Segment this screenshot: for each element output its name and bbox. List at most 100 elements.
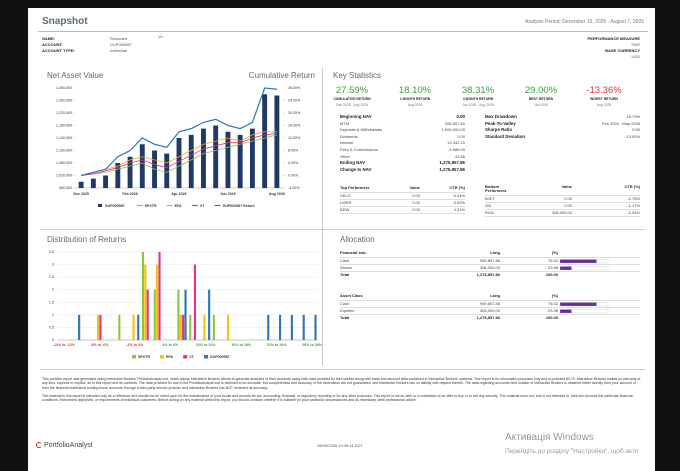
watermark-title: Активація Windows xyxy=(505,432,594,443)
analysis-period: Analysis Period: December 15, 2025 - Aug… xyxy=(525,19,644,25)
row-rule xyxy=(340,271,640,273)
y2-tick-label: 24.00% xyxy=(288,98,301,102)
footer-timestamp: 08/09/2026 14:39:41 EDT xyxy=(317,443,363,448)
dist-bar xyxy=(290,314,293,340)
perf-cell: -1.17% xyxy=(627,203,640,208)
stat-label: 3 MONTH RETURN xyxy=(462,97,494,101)
disclaimer: This portfolio report was generated usin… xyxy=(42,377,641,390)
legend-label: DUP000587 xyxy=(105,204,125,208)
perf-cell: 4.31% xyxy=(453,207,465,212)
alloc-bar xyxy=(560,302,597,306)
dist-bar xyxy=(146,289,149,340)
dist-bar xyxy=(141,252,145,340)
stat-period: Jun 2026 xyxy=(534,103,548,107)
nav-bar xyxy=(201,128,206,188)
stat-label: BEST RETURN xyxy=(528,97,554,101)
dist-bar xyxy=(118,314,121,340)
stat-label: CUMULATIVE RETURN xyxy=(333,97,371,101)
nav-row-label: MTM xyxy=(340,120,350,126)
disclaimer: The material in this report is intended … xyxy=(42,394,633,403)
dist-bar xyxy=(182,314,185,340)
alloc-header: Financial Inst. xyxy=(340,250,367,255)
legend-label: DUP000587 Return xyxy=(223,204,255,208)
y-tick-label: 1,100,000 xyxy=(56,148,72,152)
alloc-cell: 23.98 xyxy=(547,308,558,313)
dist-bar xyxy=(267,314,270,340)
perf-cell: BDW xyxy=(340,207,350,212)
alloc-total: Total xyxy=(340,315,350,320)
dist-bar xyxy=(132,314,135,340)
stat-value: 18.10% xyxy=(398,85,432,96)
legend-label: EFA xyxy=(175,204,182,208)
account-value: Individual xyxy=(110,48,127,53)
dist-bar xyxy=(153,289,156,340)
y2-tick-label: 16.00% xyxy=(288,123,301,127)
nav-row-value: -4,988.09 xyxy=(448,147,465,152)
legend-label: SPXTR xyxy=(138,355,150,359)
section-title: Key Statistics xyxy=(333,71,382,80)
nav-row-value: 0.00 xyxy=(457,133,465,139)
nav-row-label: Interest xyxy=(340,140,354,146)
alloc-cell: Cash xyxy=(340,258,350,263)
measure-value: USD xyxy=(631,54,640,59)
stat-label: 1 MONTH RETURN xyxy=(399,97,431,101)
row-rule xyxy=(340,264,640,266)
stat-period: Aug 2026 xyxy=(407,103,423,107)
alloc-total: 1,275,857.86 xyxy=(476,315,500,320)
row-rule xyxy=(340,206,465,207)
legend-label: DUP000587 xyxy=(210,355,230,359)
x-tick-label: Feb 2026 xyxy=(122,192,137,196)
legend-swatch xyxy=(204,355,208,359)
row-rule xyxy=(485,202,640,203)
y-tick-label: 3 xyxy=(52,263,54,267)
y-tick-label: 1,140,000 xyxy=(56,136,72,140)
perf-cell: 0.00 xyxy=(564,203,572,208)
y2-tick-label: 4.00% xyxy=(288,161,299,165)
nav-bar xyxy=(115,163,121,188)
nav-row-value: 1,275,857.86 xyxy=(439,166,465,172)
stat-value: 27.59% xyxy=(335,85,369,96)
y2-tick-label: 12.00% xyxy=(288,136,301,140)
section-title: Allocation xyxy=(340,235,375,244)
nav-row-value: 1,275,857.86 xyxy=(439,160,465,166)
risk-row-value: 0.83 xyxy=(632,127,640,133)
nav-row-value: 42.86 xyxy=(454,153,465,159)
stat-value: -13.36% xyxy=(586,85,622,96)
alloc-total: 1,275,857.86 xyxy=(476,272,500,277)
account-label: ACCOUNT TYPE: xyxy=(42,48,75,53)
y2-tick-label: -4.00% xyxy=(288,186,300,190)
alloc-bar-track xyxy=(559,266,609,271)
dist-bar xyxy=(78,314,81,340)
dist-bar xyxy=(212,314,215,340)
y2-tick-label: 20.00% xyxy=(288,111,301,115)
dist-bar xyxy=(302,314,305,340)
stat-value: 29.00% xyxy=(524,85,558,96)
row-rule xyxy=(340,256,640,258)
dist-bar xyxy=(314,314,317,340)
x-tick-label: 28% to 30% xyxy=(302,343,323,347)
row-rule xyxy=(485,195,640,196)
x-tick-label: Jun 2026 xyxy=(220,192,235,196)
nav-row-label: Change In NAV xyxy=(340,166,372,172)
x-tick-label: 16% to 18% xyxy=(231,343,252,347)
nav-row-label: Ending NAV xyxy=(340,160,366,166)
alloc-bar xyxy=(560,259,597,263)
nav-row-label: Dividends xyxy=(340,133,358,139)
return-line xyxy=(81,131,277,176)
perf-header: CTR (%) xyxy=(449,185,465,190)
alloc-cell: 76.02 xyxy=(547,301,558,306)
nav-row-label: Deposits & Withdrawals xyxy=(340,127,383,133)
nav-bar xyxy=(237,134,243,188)
perf-cell: ON xyxy=(485,203,491,208)
page-title: Snapshot xyxy=(42,16,88,27)
legend-label: VT xyxy=(189,355,194,359)
nav-bar xyxy=(176,138,182,188)
alloc-header: (%) xyxy=(551,293,558,298)
perf-cell: BJET xyxy=(485,196,495,201)
row-rule xyxy=(340,307,640,309)
stat-value: 38.31% xyxy=(461,85,495,96)
perf-cell: 5.63% xyxy=(453,200,465,205)
header-rule xyxy=(38,31,648,32)
alloc-total: 100.00 xyxy=(545,272,558,277)
